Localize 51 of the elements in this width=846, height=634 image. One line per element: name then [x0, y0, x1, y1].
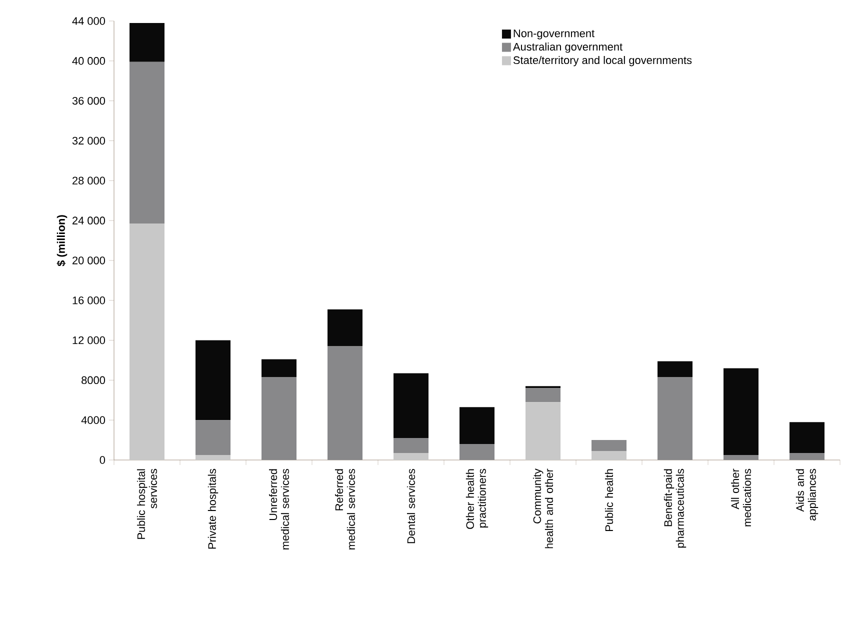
y-axis-title: $ (million) — [56, 215, 68, 266]
y-tick-label: 24 000 — [72, 216, 106, 224]
bar — [526, 388, 561, 402]
bar — [196, 420, 231, 456]
bar — [790, 453, 825, 460]
x-tick-label: Aids and appliances — [796, 468, 818, 520]
bar — [724, 368, 759, 456]
x-tick-label: Private hospitals — [208, 468, 218, 549]
bar — [460, 444, 495, 460]
bar — [196, 340, 231, 420]
bar — [394, 438, 429, 454]
bar — [526, 402, 561, 460]
bar — [394, 373, 429, 438]
bar — [460, 407, 495, 444]
bar — [328, 346, 363, 460]
legend-label: State/territory and local governments — [513, 56, 692, 66]
x-tick-label: Other health practitioners — [466, 468, 488, 529]
y-tick-label: 44 000 — [72, 17, 106, 25]
y-tick-label: 36 000 — [72, 96, 106, 105]
x-tick-label: Referred medical services — [335, 468, 356, 550]
bar — [592, 440, 627, 452]
bar — [658, 377, 693, 460]
legend-label: Australian government — [512, 42, 623, 53]
x-tick-label: Benefit-paid pharmaceuticals — [664, 468, 686, 548]
y-tick-label: 0 — [100, 456, 106, 464]
bar — [262, 377, 297, 460]
bar — [394, 453, 429, 460]
bar — [592, 451, 627, 460]
bar — [130, 62, 164, 224]
bar — [328, 309, 363, 346]
x-tick-label: Dental services — [406, 468, 416, 544]
y-tick-label: 16 000 — [72, 296, 106, 304]
y-tick-label: 8000 — [82, 376, 106, 384]
bar — [130, 22, 164, 62]
legend-label: Non-government — [514, 30, 594, 40]
y-tick-label: 4000 — [81, 416, 106, 424]
y-tick-label: 28 000 — [72, 176, 106, 185]
x-tick-label: Public hospital services — [137, 468, 158, 539]
y-tick-label: 32 000 — [72, 136, 106, 145]
y-tick-label: 40 000 — [72, 57, 106, 65]
y-tick-label: 20 000 — [72, 256, 106, 264]
x-tick-label: Public health — [604, 469, 614, 531]
bar — [790, 422, 825, 454]
bar — [658, 361, 693, 378]
bar — [130, 224, 164, 460]
y-tick-label: 12 000 — [72, 336, 106, 344]
bar — [724, 455, 759, 460]
x-tick-label: Community health and other — [533, 468, 554, 548]
bar — [196, 455, 231, 460]
x-tick-label: Unreferred medical services — [269, 468, 290, 550]
bar — [262, 359, 297, 378]
